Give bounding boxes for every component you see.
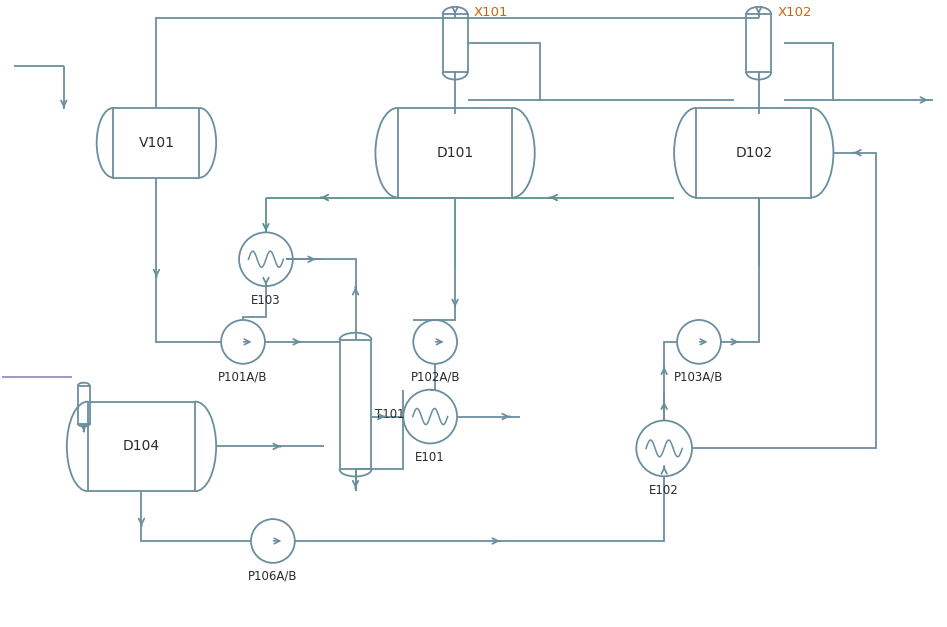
Bar — [340, 340, 371, 469]
Bar — [696, 108, 811, 198]
Text: D101: D101 — [437, 145, 474, 160]
Text: E101: E101 — [416, 451, 445, 465]
Text: X101: X101 — [474, 6, 508, 19]
Text: X102: X102 — [777, 6, 812, 19]
Text: D102: D102 — [735, 145, 773, 160]
Text: E102: E102 — [650, 484, 679, 497]
Text: V101: V101 — [138, 136, 174, 150]
Text: E103: E103 — [251, 294, 280, 307]
Text: P102A/B: P102A/B — [410, 371, 460, 384]
Text: T101: T101 — [375, 408, 405, 421]
Bar — [78, 386, 90, 423]
Text: D104: D104 — [123, 440, 160, 453]
Bar — [442, 14, 468, 72]
Bar — [114, 108, 200, 177]
Text: P101A/B: P101A/B — [218, 371, 268, 384]
Bar — [398, 108, 512, 198]
Bar — [746, 14, 771, 72]
Text: P103A/B: P103A/B — [674, 371, 724, 384]
Bar — [88, 402, 195, 491]
Text: P106A/B: P106A/B — [248, 570, 297, 583]
